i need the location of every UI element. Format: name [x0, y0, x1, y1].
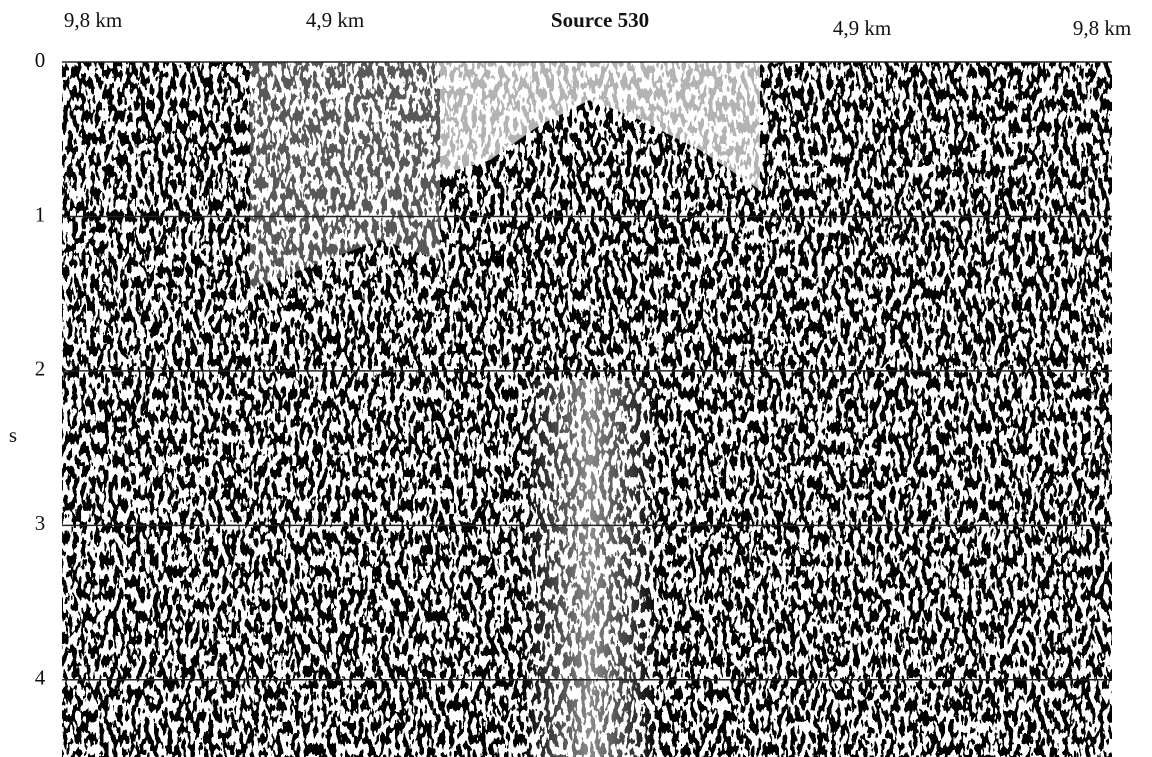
y-tick-label: 1	[35, 202, 46, 226]
page: {"chart_data": {"type": "seismic", "titl…	[0, 0, 1152, 757]
chart-title: Source 530	[551, 8, 649, 32]
offset-label: 9,8 km	[1073, 16, 1131, 40]
offset-label: 4,9 km	[306, 8, 364, 32]
chart: 9,8 km 4,9 km Source 530 4,9 km 9,8 km s…	[0, 0, 1152, 757]
y-axis-label: s	[9, 423, 17, 447]
seismic-image	[62, 62, 1112, 757]
y-tick-label: 3	[35, 511, 46, 535]
y-tick-label: 2	[35, 357, 46, 381]
offset-label: 9,8 km	[64, 8, 122, 32]
y-tick-label: 4	[35, 666, 46, 690]
y-tick-label: 0	[35, 48, 46, 72]
offset-label: 4,9 km	[833, 16, 891, 40]
